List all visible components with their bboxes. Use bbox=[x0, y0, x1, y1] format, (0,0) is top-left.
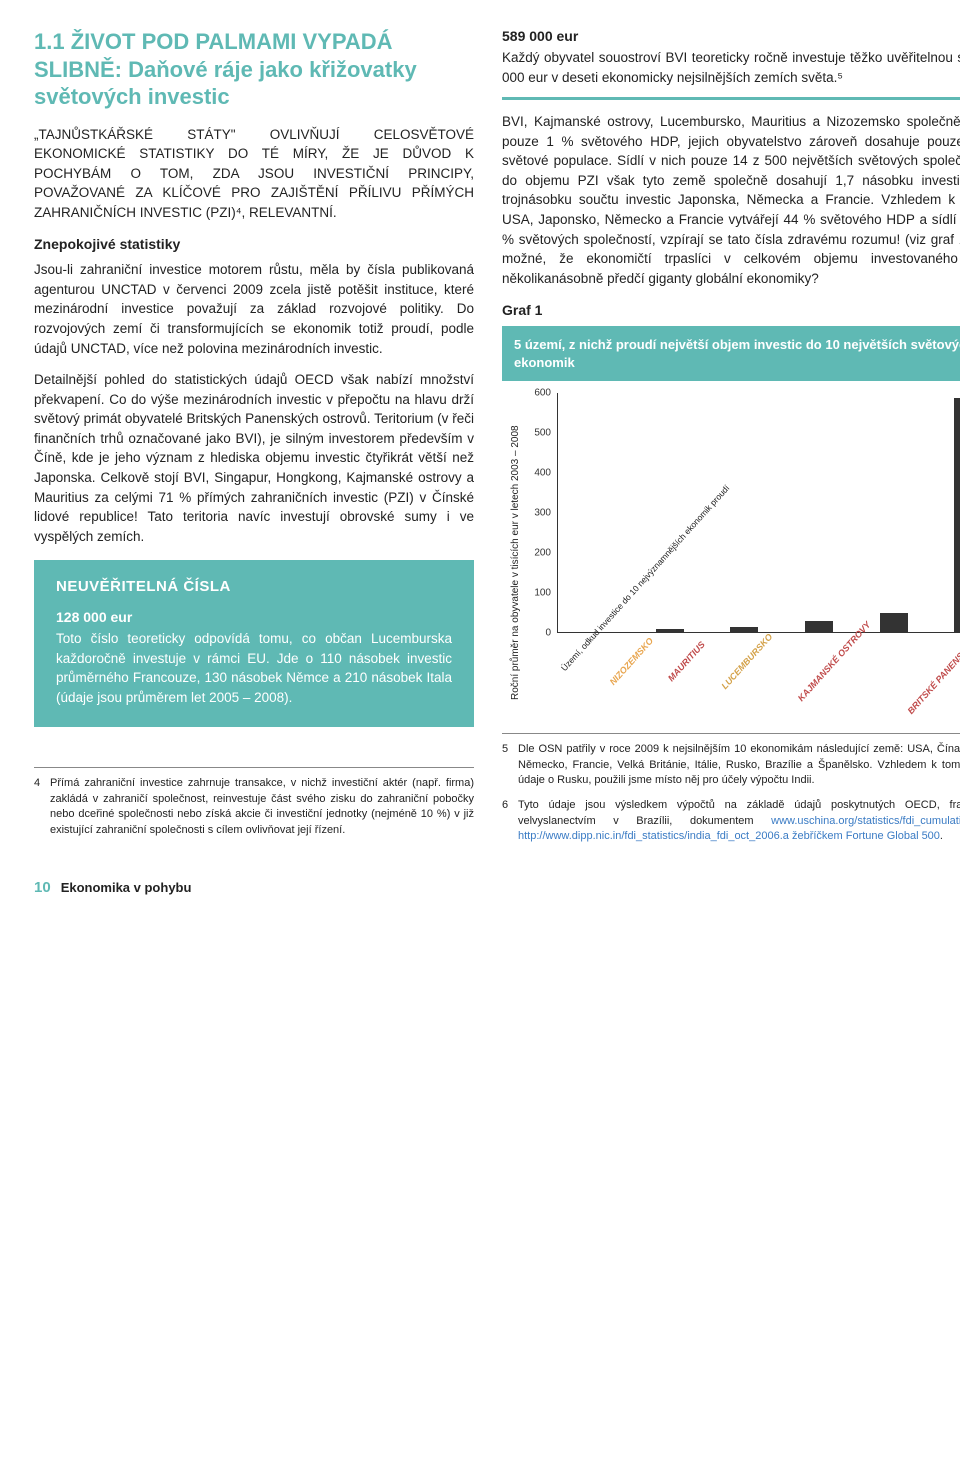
y-tick: 300 bbox=[534, 508, 551, 519]
subheading: Znepokojivé statistiky bbox=[34, 236, 474, 252]
footnote-5: 5 Dle OSN patřily v roce 2009 k nejsilně… bbox=[502, 742, 960, 788]
footnote-rule-right bbox=[502, 733, 960, 734]
right-body-paragraph: BVI, Kajmanské ostrovy, Lucembursko, Mau… bbox=[502, 112, 960, 288]
callout-amount: 128 000 eur bbox=[56, 609, 452, 625]
section-title: 1.1 ŽIVOT POD PALMAMI VYPADÁ SLIBNĚ: Daň… bbox=[34, 28, 474, 111]
footnotes-right: 5 Dle OSN patřily v roce 2009 k nejsilně… bbox=[502, 742, 960, 844]
teal-divider bbox=[502, 97, 960, 100]
x-label: LUCEMBURSKO bbox=[719, 632, 774, 691]
y-tick: 600 bbox=[534, 388, 551, 399]
footnote-rule bbox=[34, 767, 474, 768]
footnote-4: 4 Přímá zahraniční investice zahrnuje tr… bbox=[34, 776, 474, 838]
callout-right-amount: 589 000 eur bbox=[502, 28, 960, 44]
chart-title: 5 území, z nichž proudí největší objem i… bbox=[502, 326, 960, 381]
x-label: NIZOZEMSKO bbox=[608, 636, 656, 687]
graf-label: Graf 1 bbox=[502, 302, 960, 318]
body-paragraph-1: Jsou-li zahraniční investice motorem růs… bbox=[34, 260, 474, 358]
x-label: MAURITIUS bbox=[666, 640, 707, 684]
footnote-number: 4 bbox=[34, 776, 44, 838]
footnote-number: 6 bbox=[502, 798, 512, 844]
footnote-body: Tyto údaje jsou výsledkem výpočtů na zák… bbox=[518, 798, 960, 844]
callout-body: Toto číslo teoreticky odpovídá tomu, co … bbox=[56, 629, 452, 707]
lead-paragraph: „TAJNŮSTKÁŘSKÉ STÁTY" OVLIVŇUJÍ CELOSVĚT… bbox=[34, 125, 474, 223]
page-number: 10 bbox=[34, 879, 51, 896]
page-footer: 10 Ekonomika v pohybu bbox=[34, 879, 926, 896]
chart-x-labels: Území, odkud investice do 10 nejvýznamně… bbox=[557, 643, 960, 653]
page-caption: Ekonomika v pohybu bbox=[61, 880, 192, 895]
footnotes-left: 4 Přímá zahraniční investice zahrnuje tr… bbox=[34, 776, 474, 838]
y-tick: 100 bbox=[534, 588, 551, 599]
bar-chart: Roční průměr na obyvatele v tisících eur… bbox=[502, 381, 960, 733]
chart-y-label: Roční průměr na obyvatele v tisících eur… bbox=[510, 393, 521, 733]
chart-bar bbox=[656, 629, 684, 632]
y-tick: 500 bbox=[534, 428, 551, 439]
body-paragraph-2: Detailnější pohled do statistických údaj… bbox=[34, 370, 474, 546]
chart-bar bbox=[880, 613, 908, 632]
chart-plot bbox=[557, 393, 960, 633]
footnote-body: Přímá zahraniční investice zahrnuje tran… bbox=[50, 776, 474, 838]
callout-right-body: Každý obyvatel souostroví BVI teoreticky… bbox=[502, 48, 960, 87]
footnote-6: 6 Tyto údaje jsou výsledkem výpočtů na z… bbox=[502, 798, 960, 844]
callout-box-left: NEUVĚŘITELNÁ ČÍSLA 128 000 eur Toto čísl… bbox=[34, 560, 474, 727]
chart-y-ticks: 0100200300400500600 bbox=[527, 393, 553, 633]
y-tick: 200 bbox=[534, 548, 551, 559]
footnote-body: Dle OSN patřily v roce 2009 k nejsilnějš… bbox=[518, 742, 960, 788]
x-label-description: Území, odkud investice do 10 nejvýznamně… bbox=[560, 645, 588, 674]
callout-title: NEUVĚŘITELNÁ ČÍSLA bbox=[56, 578, 452, 595]
chart-bar bbox=[730, 627, 758, 633]
chart-bar bbox=[805, 621, 833, 632]
y-tick: 400 bbox=[534, 468, 551, 479]
chart-bar bbox=[954, 398, 960, 633]
footnote-number: 5 bbox=[502, 742, 512, 788]
y-tick: 0 bbox=[545, 628, 551, 639]
